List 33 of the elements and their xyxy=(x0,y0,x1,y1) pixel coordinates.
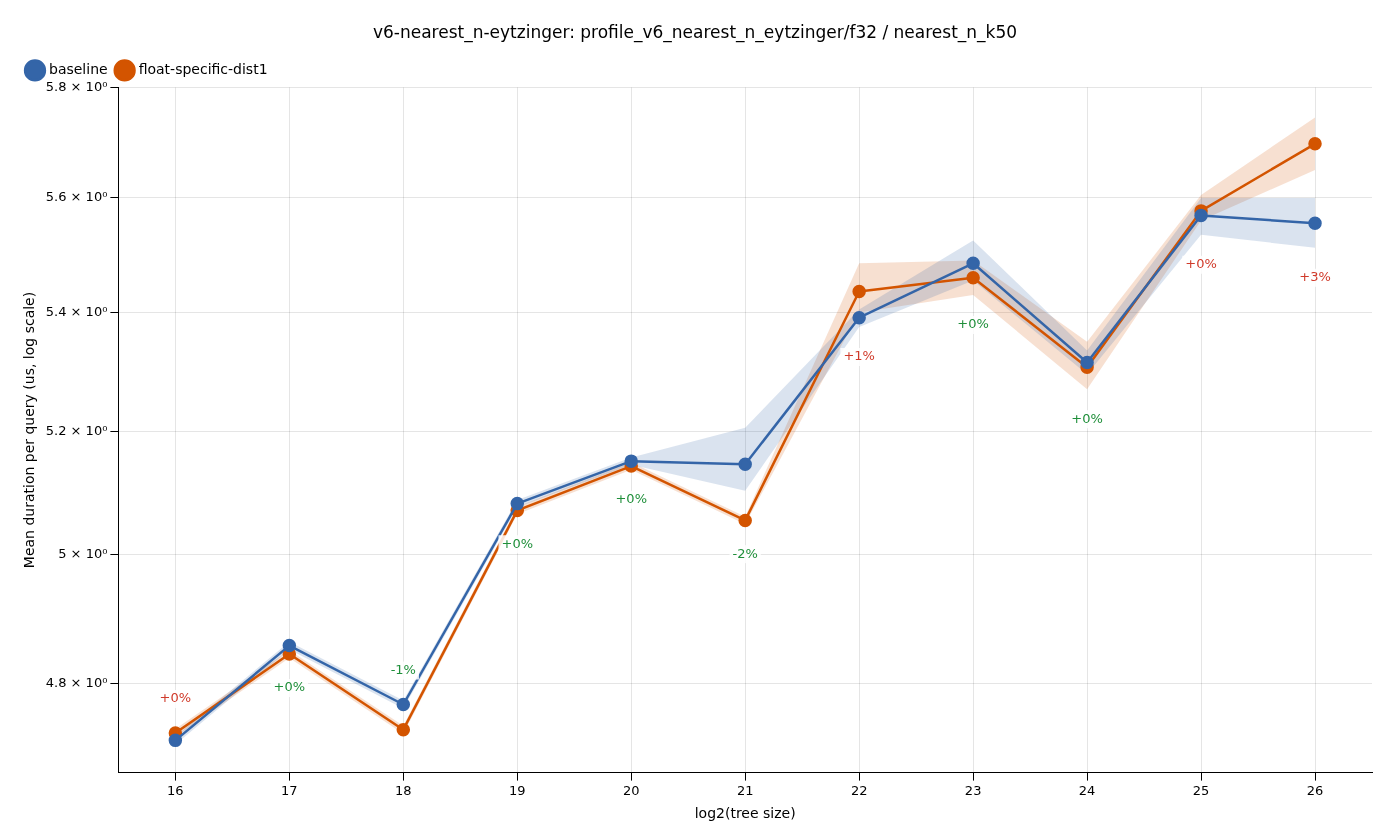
x-axis-title: log2(tree size) xyxy=(694,805,796,822)
annotation: +3% xyxy=(1299,269,1331,285)
x-tick-label: 21 xyxy=(736,782,754,798)
annotation: +0% xyxy=(273,679,306,695)
x-tick-label: 20 xyxy=(622,782,640,798)
annotation: -1% xyxy=(390,661,416,677)
y-axis-title: Mean duration per query (us, log scale) xyxy=(21,291,38,569)
x-tick-label: 24 xyxy=(1078,782,1096,798)
y-tick-label: 4.8 × 10⁰ xyxy=(45,674,108,690)
annotation: +0% xyxy=(1185,256,1217,272)
x-tick-label: 18 xyxy=(395,782,412,798)
annotation: +0% xyxy=(615,491,647,507)
y-tick-label: 5 × 10⁰ xyxy=(58,546,108,562)
x-tick-label: 22 xyxy=(850,782,868,798)
annotation: -2% xyxy=(732,545,758,561)
x-tick-label: 23 xyxy=(964,782,982,798)
x-tick-label: 25 xyxy=(1192,782,1210,798)
y-tick-label: 5.6 × 10⁰ xyxy=(45,189,108,205)
annotation: +0% xyxy=(1071,410,1103,426)
x-tick-label: 19 xyxy=(508,782,526,798)
annotation: +0% xyxy=(501,535,534,551)
annotation: +0% xyxy=(159,690,192,706)
annotation: +1% xyxy=(843,348,875,364)
y-tick-label: 5.8 × 10⁰ xyxy=(45,78,108,94)
x-tick-label: 26 xyxy=(1306,782,1324,798)
chart-title: v6-nearest_n-eytzinger: profile_v6_nearest_n_eytzinger/f32 / nearest_n_k50 xyxy=(372,21,1018,43)
legend-label: baseline xyxy=(49,61,108,78)
annotation: +0% xyxy=(957,316,989,332)
x-tick-label: 17 xyxy=(281,782,298,798)
y-tick-label: 5.2 × 10⁰ xyxy=(45,422,108,438)
y-tick-label: 5.4 × 10⁰ xyxy=(45,303,108,319)
x-tick-label: 16 xyxy=(167,782,184,798)
legend-label: float-specific-dist1 xyxy=(138,61,268,78)
